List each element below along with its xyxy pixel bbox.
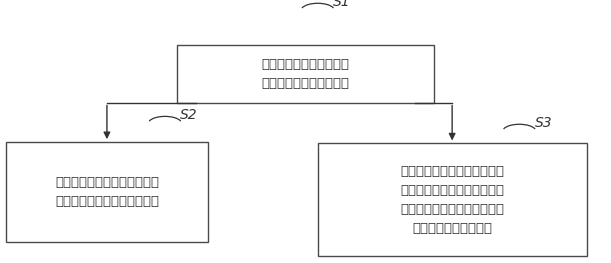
Text: S3: S3 [535,116,552,130]
Text: 第一内核的输出信号与第二内: 第一内核的输出信号与第二内 [400,203,504,216]
Text: 将第一同步器的输出信号与第: 将第一同步器的输出信号与第 [55,176,159,189]
Text: S2: S2 [180,108,198,122]
Text: 将异步输入信号同时输入: 将异步输入信号同时输入 [262,58,349,71]
Bar [177,45,434,103]
Bar [6,142,208,242]
Text: 第一同步器和第二同步器: 第一同步器和第二同步器 [262,77,349,90]
Text: 核的输出信号进行校验: 核的输出信号进行校验 [412,222,492,235]
Text: 将第一同步器的输出信号同时: 将第一同步器的输出信号同时 [400,165,504,178]
Bar [318,143,587,256]
Text: 输入第一内核和第二内核，将: 输入第一内核和第二内核，将 [400,184,504,197]
Text: 二同步器的输出信号进行校验: 二同步器的输出信号进行校验 [55,195,159,208]
Text: S1: S1 [333,0,351,9]
